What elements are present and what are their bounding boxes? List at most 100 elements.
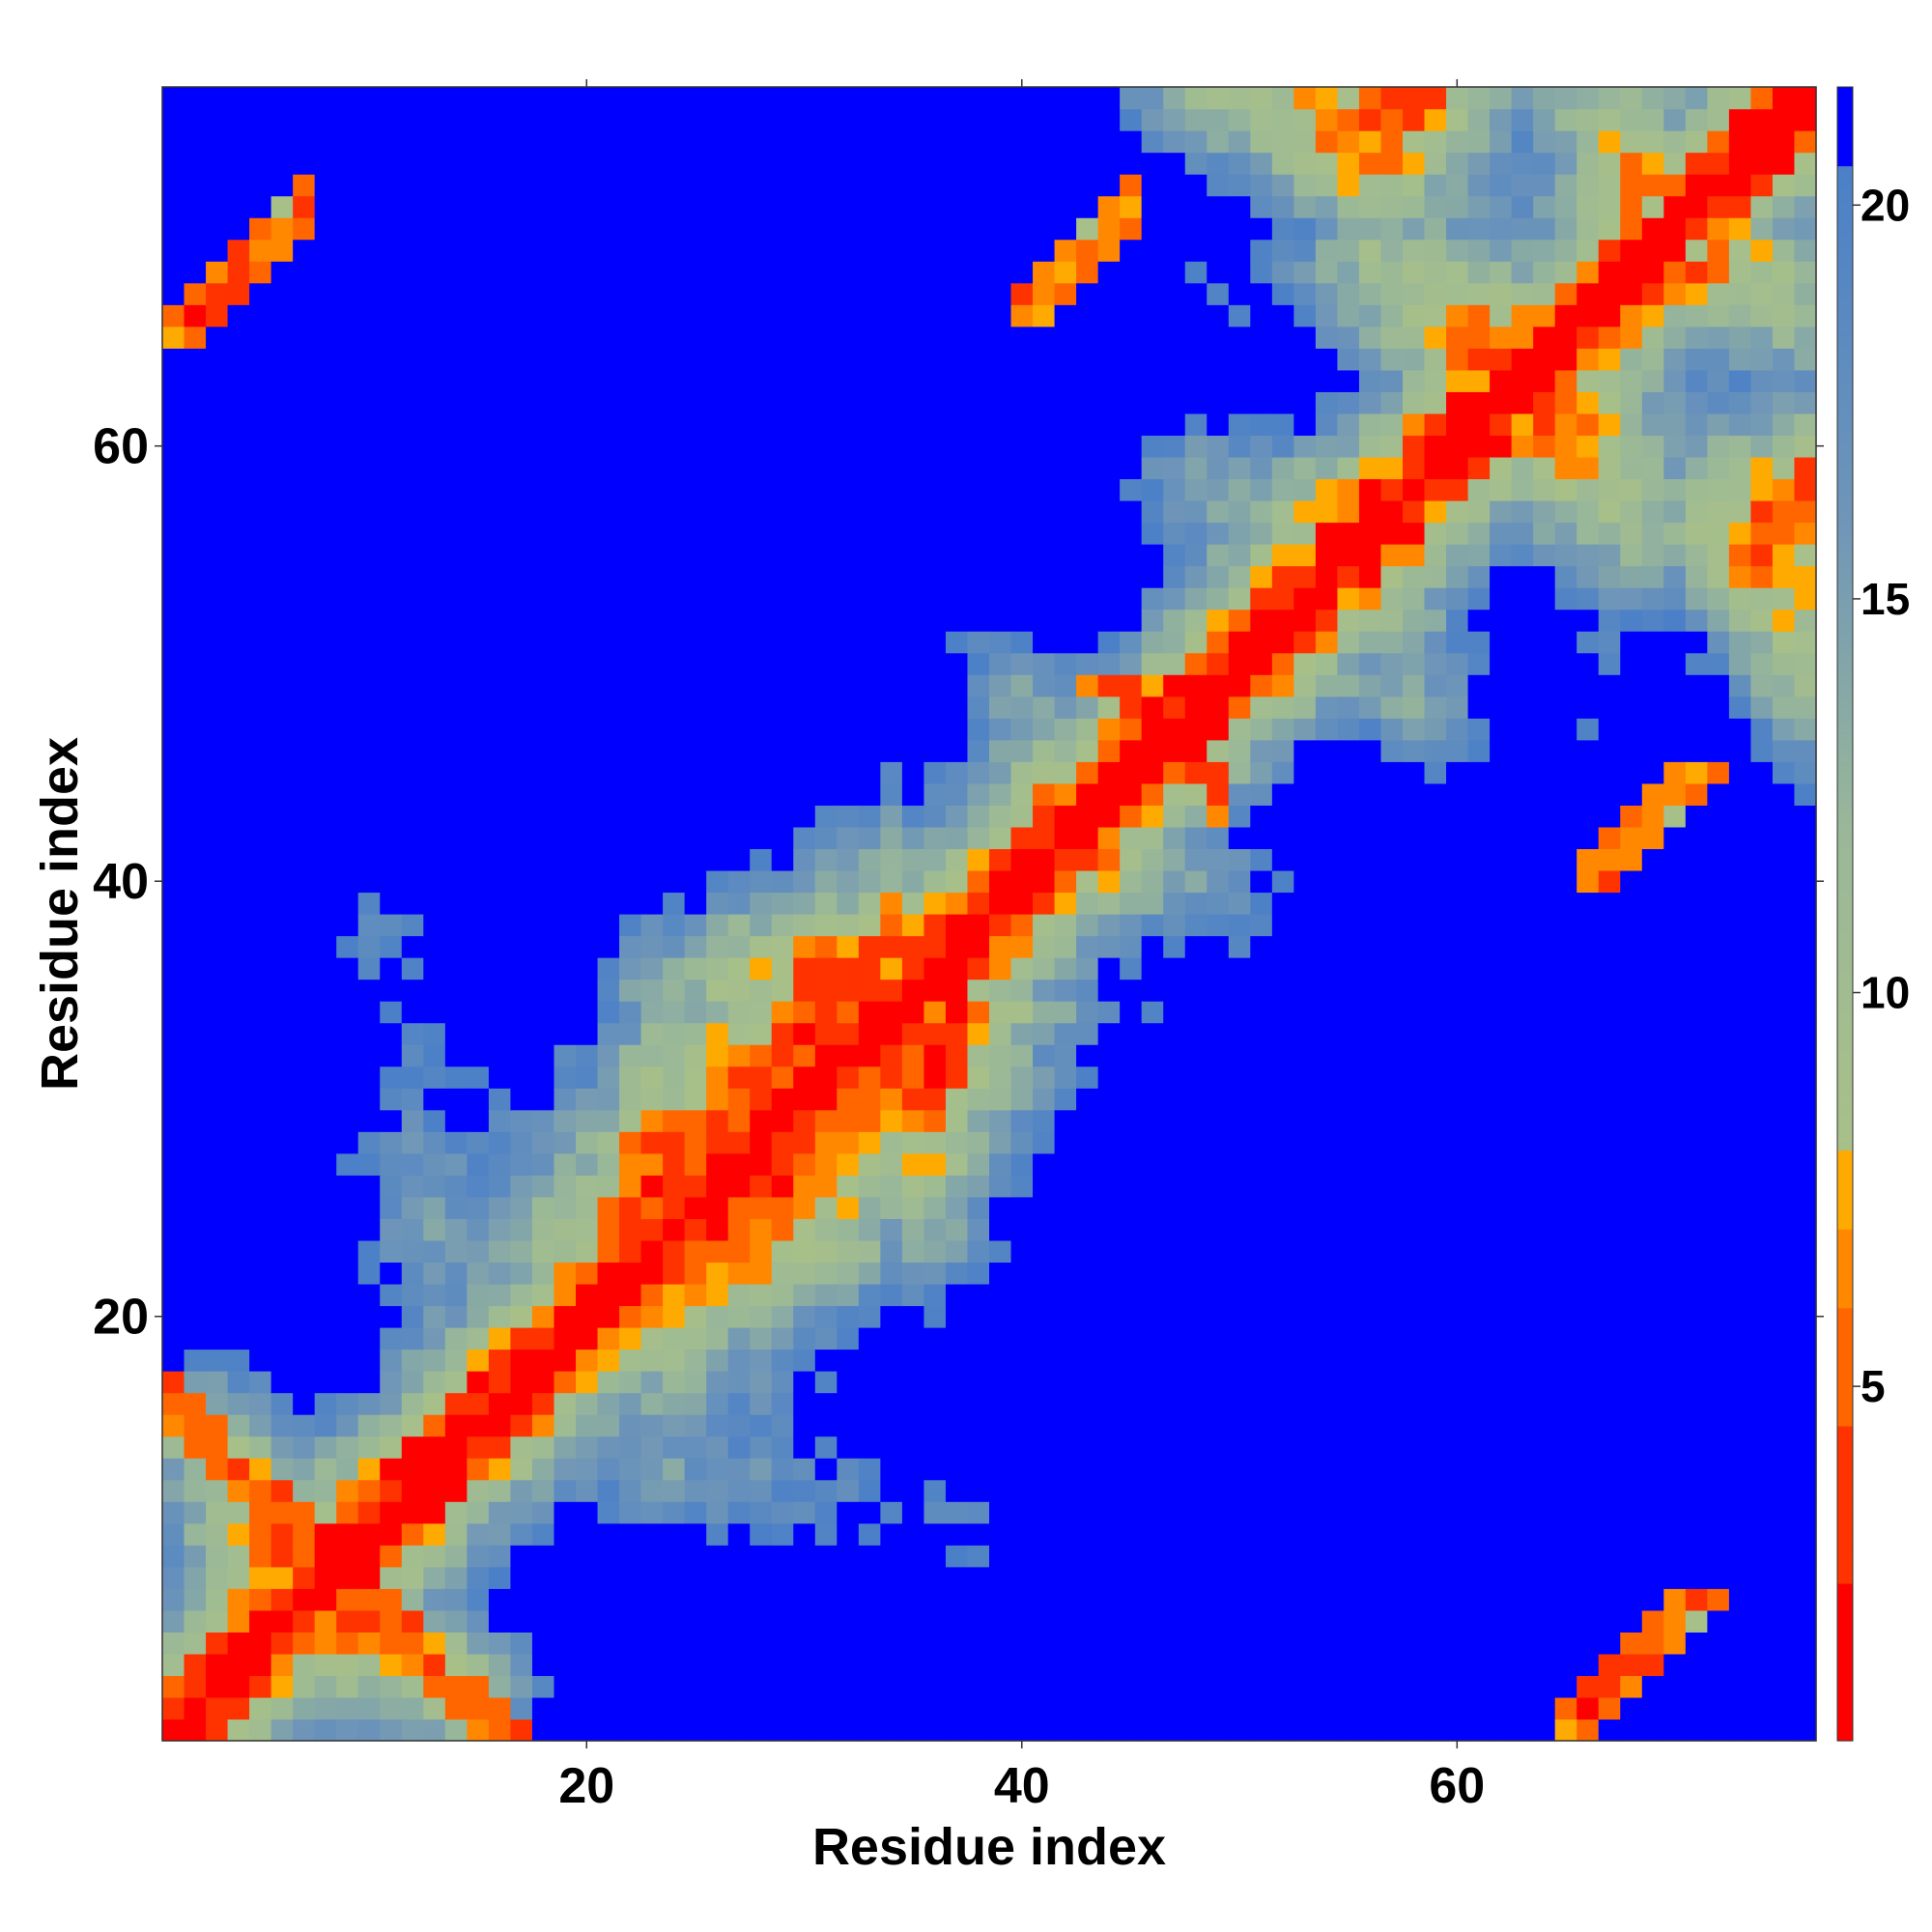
heatmap-cell <box>923 1196 947 1219</box>
heatmap-cell <box>1467 1435 1491 1459</box>
heatmap-cell <box>814 391 838 414</box>
heatmap-cell <box>293 782 316 806</box>
heatmap-cell <box>1490 195 1513 218</box>
heatmap-cell <box>1228 544 1251 567</box>
heatmap-cell <box>1403 108 1426 131</box>
heatmap-cell <box>336 130 359 154</box>
heatmap-cell <box>1271 1088 1294 1111</box>
heatmap-cell <box>597 1065 620 1089</box>
heatmap-cell <box>1380 848 1404 871</box>
heatmap-cell <box>727 391 751 414</box>
heatmap-cell <box>1207 565 1230 588</box>
heatmap-cell <box>1577 1696 1600 1720</box>
heatmap-cell <box>1141 1262 1164 1285</box>
heatmap-cell <box>1315 1696 1339 1720</box>
heatmap-cell <box>249 1545 272 1568</box>
heatmap-cell <box>467 500 490 524</box>
heatmap-cell <box>336 522 359 545</box>
heatmap-cell <box>270 195 294 218</box>
heatmap-cell <box>1337 652 1360 675</box>
heatmap-cell <box>663 1088 686 1111</box>
heatmap-cell <box>901 1022 925 1045</box>
heatmap-cell <box>227 1414 250 1437</box>
heatmap-cell <box>663 304 686 327</box>
heatmap-cell <box>293 87 316 110</box>
heatmap-cell <box>1424 1653 1447 1677</box>
heatmap-cell <box>1054 609 1077 632</box>
heatmap-cell <box>1403 1458 1426 1481</box>
heatmap-cell <box>1293 674 1317 697</box>
heatmap-cell <box>663 348 686 371</box>
heatmap-cell <box>706 1218 729 1241</box>
heatmap-cell <box>293 631 316 654</box>
heatmap-cell <box>1184 1218 1208 1241</box>
heatmap-cell <box>531 587 555 611</box>
heatmap-cell <box>1033 1239 1056 1264</box>
heatmap-cell <box>1228 1196 1251 1219</box>
heatmap-cell <box>1184 761 1208 784</box>
heatmap-cell <box>858 1458 881 1481</box>
heatmap-cell <box>270 1175 294 1198</box>
heatmap-cell <box>967 1349 990 1372</box>
heatmap-cell <box>967 1414 990 1437</box>
heatmap-cell <box>293 892 316 915</box>
heatmap-cell <box>771 1022 794 1045</box>
heatmap-cell <box>1554 1545 1577 1568</box>
heatmap-cell <box>1424 412 1447 437</box>
heatmap-cell <box>706 500 729 524</box>
heatmap-cell <box>1054 696 1077 719</box>
heatmap-cell <box>1490 304 1513 327</box>
heatmap-cell <box>727 1653 751 1677</box>
heatmap-cell <box>227 869 250 894</box>
heatmap-cell <box>858 174 881 197</box>
heatmap-cell <box>1228 1131 1251 1154</box>
heatmap-cell <box>336 1371 359 1394</box>
heatmap-cell <box>1403 1632 1426 1655</box>
heatmap-cell <box>1207 1414 1230 1437</box>
heatmap-cell <box>336 1392 359 1415</box>
heatmap-cell <box>880 1719 903 1742</box>
heatmap-cell <box>1403 1001 1426 1024</box>
heatmap-cell <box>444 935 468 958</box>
heatmap-cell <box>1207 587 1230 611</box>
heatmap-cell <box>162 565 185 588</box>
heatmap-cell <box>206 348 229 371</box>
heatmap-cell <box>380 1262 403 1285</box>
heatmap-cell <box>1271 914 1294 937</box>
heatmap-cell <box>1446 195 1469 218</box>
heatmap-cell <box>1120 1479 1143 1502</box>
heatmap-cell <box>880 1305 903 1328</box>
heatmap-cell <box>1207 239 1230 262</box>
heatmap-cell <box>1228 1109 1251 1132</box>
heatmap-cell <box>923 1458 947 1481</box>
heatmap-cell <box>1228 1065 1251 1089</box>
heatmap-cell <box>423 1371 446 1394</box>
heatmap-cell <box>357 1065 381 1089</box>
heatmap-cell <box>706 869 729 894</box>
heatmap-cell <box>597 718 620 741</box>
heatmap-cell <box>640 826 664 850</box>
heatmap-cell <box>1467 805 1491 828</box>
heatmap-cell <box>336 1175 359 1198</box>
heatmap-cell <box>488 1065 512 1089</box>
heatmap-cell <box>923 1088 947 1111</box>
heatmap-cell <box>837 1675 860 1698</box>
heatmap-cell <box>554 391 577 414</box>
heatmap-cell <box>1163 1545 1186 1568</box>
heatmap-cell <box>1293 979 1317 1002</box>
heatmap-cell <box>750 1065 773 1089</box>
heatmap-cell <box>880 87 903 110</box>
heatmap-cell <box>640 412 664 437</box>
heatmap-cell <box>1380 1131 1404 1154</box>
heatmap-cell <box>249 130 272 154</box>
heatmap-cell <box>1533 869 1556 894</box>
heatmap-cell <box>1207 1131 1230 1154</box>
heatmap-cell <box>1010 1501 1034 1524</box>
heatmap-cell <box>162 1371 185 1394</box>
heatmap-cell <box>1141 826 1164 850</box>
heatmap-cell <box>1076 239 1099 262</box>
heatmap-cell <box>467 1152 490 1176</box>
heatmap-cell <box>576 1588 599 1611</box>
heatmap-cell <box>945 1371 969 1394</box>
heatmap-cell <box>488 1501 512 1524</box>
